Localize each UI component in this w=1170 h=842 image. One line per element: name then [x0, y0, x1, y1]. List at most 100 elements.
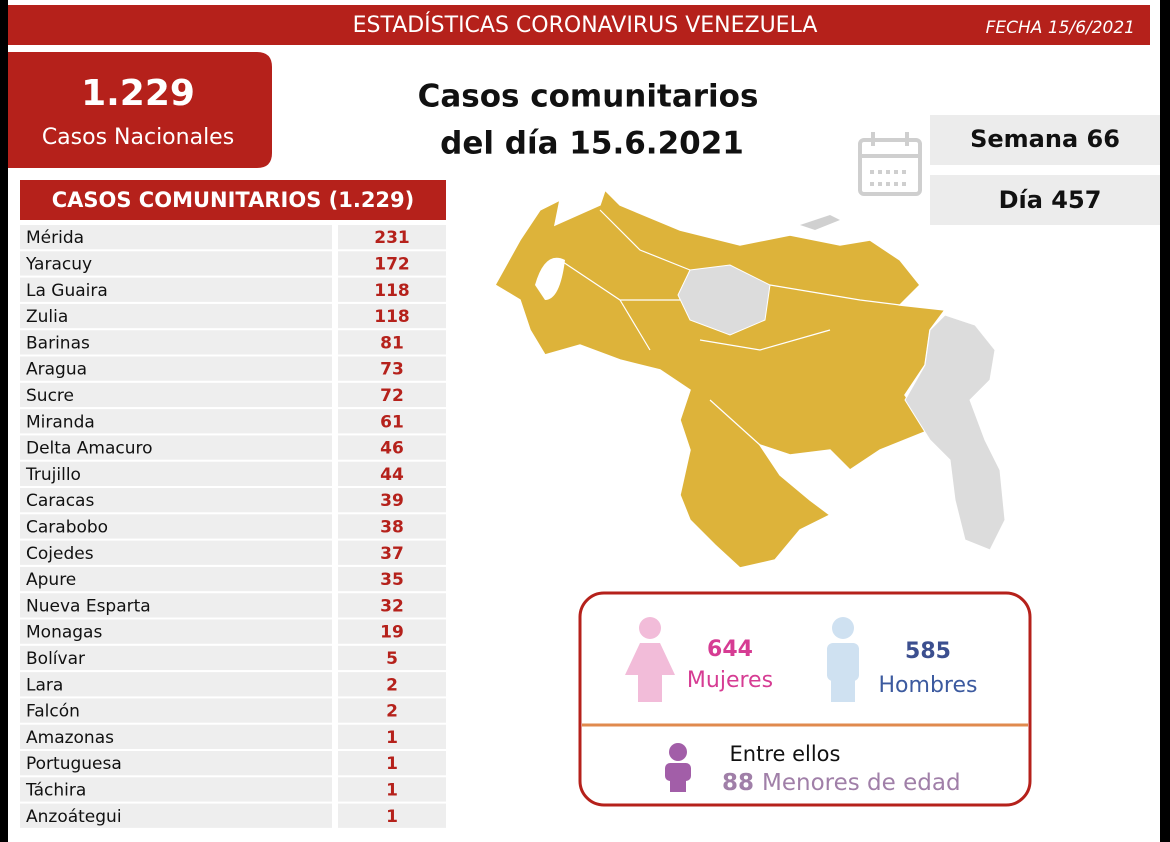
state-name: Bolívar — [26, 649, 85, 669]
value-cell — [338, 435, 446, 460]
table-title: CASOS COMUNITARIOS (1.229) — [52, 188, 415, 212]
state-name: Carabobo — [26, 517, 108, 537]
male-icon — [827, 617, 859, 702]
value-cell — [338, 566, 446, 592]
name-cell — [20, 409, 332, 434]
state-value: 1 — [386, 728, 398, 748]
value-cell — [338, 751, 446, 776]
state-name: Cojedes — [26, 544, 94, 564]
state-value: 32 — [380, 596, 404, 616]
child-icon — [665, 743, 691, 792]
state-value: 1 — [386, 754, 398, 774]
headline-line: del día 15.6.2021 — [440, 126, 744, 162]
header-date: FECHA 15/6/2021 — [986, 18, 1135, 38]
state-value: 118 — [374, 307, 410, 327]
state-name: Apure — [26, 570, 76, 590]
state-name: Falcón — [26, 702, 80, 722]
state-value: 5 — [386, 649, 398, 669]
name-cell — [20, 277, 332, 302]
state-value: 61 — [380, 412, 404, 432]
calendar-icon — [858, 132, 922, 196]
value-cell — [338, 382, 446, 408]
name-cell — [20, 514, 332, 539]
minors-value: 88 — [722, 770, 754, 796]
state-name: Caracas — [26, 491, 94, 511]
value-cell — [338, 488, 446, 513]
name-cell — [20, 593, 332, 618]
header-title: ESTADÍSTICAS CORONAVIRUS VENEZUELA — [353, 12, 818, 38]
value-cell — [338, 540, 446, 565]
state-name: Aragua — [26, 360, 87, 380]
state-value: 81 — [380, 333, 404, 353]
map — [493, 188, 1006, 569]
value-cell — [338, 225, 446, 250]
state-value: 37 — [380, 544, 404, 564]
state-value: 35 — [380, 570, 404, 590]
state-value: 118 — [374, 281, 410, 301]
name-cell — [20, 330, 332, 355]
state-value: 19 — [380, 623, 404, 643]
name-cell — [20, 488, 332, 513]
value-cell — [338, 461, 446, 486]
national-value: 1.229 — [81, 73, 195, 114]
value-cell — [338, 251, 446, 276]
state-value: 39 — [380, 491, 404, 511]
women-label: Mujeres — [687, 668, 773, 693]
state-name: La Guaira — [26, 281, 108, 301]
gender-box — [578, 591, 1032, 807]
value-cell — [338, 724, 446, 749]
state-name: Barinas — [26, 333, 90, 353]
state-value: 2 — [386, 675, 398, 695]
value-cell — [338, 409, 446, 434]
state-value: 172 — [374, 254, 410, 274]
name-cell — [20, 619, 332, 644]
minors-label: Menores de edad — [762, 770, 961, 796]
value-cell — [338, 803, 446, 828]
men-label: Hombres — [879, 673, 978, 698]
state-name: Zulia — [26, 307, 68, 327]
state-name: Trujillo — [25, 465, 81, 485]
state-name: Sucre — [26, 386, 74, 406]
state-value: 231 — [374, 228, 410, 248]
name-cell — [20, 724, 332, 749]
state-name: Monagas — [26, 623, 102, 643]
minors-intro: Entre ellos — [730, 742, 841, 766]
state-value: 1 — [386, 807, 398, 827]
name-cell — [20, 698, 332, 723]
state-value: 38 — [380, 517, 404, 537]
state-name: Táchira — [25, 780, 86, 800]
value-cell — [338, 698, 446, 723]
name-cell — [20, 303, 332, 329]
value-cell — [338, 277, 446, 302]
name-cell — [20, 672, 332, 697]
week: Semana 66 — [970, 125, 1120, 153]
female-icon — [625, 617, 675, 702]
day: Día 457 — [999, 186, 1102, 214]
state-value: 73 — [380, 360, 404, 380]
state-value: 2 — [386, 702, 398, 722]
value-cell — [338, 619, 446, 644]
value-cell — [338, 514, 446, 539]
value-cell — [338, 356, 446, 381]
state-name: Delta Amacuro — [26, 439, 153, 459]
name-cell — [20, 461, 332, 486]
name-cell — [20, 751, 332, 776]
value-cell — [338, 593, 446, 618]
value-cell — [338, 777, 446, 802]
headline-line: Casos comunitarios — [418, 79, 759, 115]
state-name: Lara — [26, 675, 63, 695]
name-cell — [20, 225, 332, 250]
name-cell — [20, 251, 332, 276]
name-cell — [20, 382, 332, 408]
state-value: 46 — [380, 439, 404, 459]
name-cell — [20, 645, 332, 671]
men-value: 585 — [905, 639, 951, 664]
name-cell — [20, 356, 332, 381]
minors: 88 Menores de edad — [722, 770, 961, 796]
value-cell — [338, 645, 446, 671]
value-cell — [338, 303, 446, 329]
national-box — [8, 52, 272, 168]
state-name: Nueva Esparta — [26, 596, 151, 616]
